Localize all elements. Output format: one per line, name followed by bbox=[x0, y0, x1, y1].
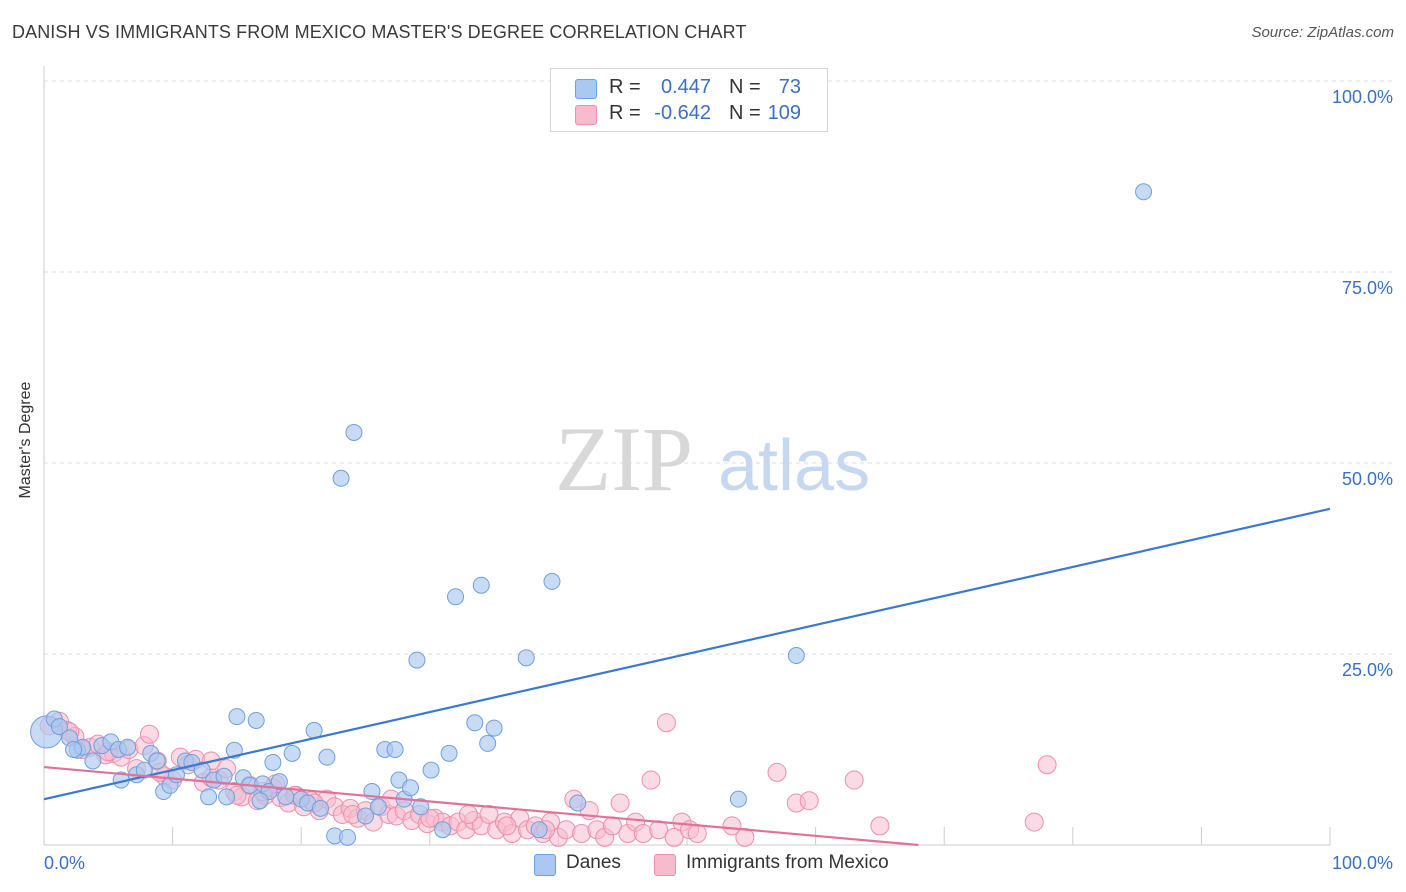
danes-point bbox=[50, 718, 68, 736]
danes-trend-line bbox=[43, 507, 1331, 801]
danes-swatch bbox=[575, 79, 597, 99]
danes-point bbox=[543, 572, 561, 590]
danes-point bbox=[65, 741, 83, 758]
danes-point bbox=[466, 714, 484, 732]
r-value: -0.642 bbox=[654, 102, 711, 124]
mexico-swatch bbox=[575, 105, 597, 125]
danes-point bbox=[479, 734, 497, 752]
danes-point bbox=[135, 761, 153, 779]
danes-point bbox=[84, 752, 102, 770]
danes-point bbox=[228, 708, 246, 726]
danes-point bbox=[338, 828, 356, 846]
chart-source: Source: ZipAtlas.com bbox=[1251, 24, 1394, 41]
mexico-point bbox=[767, 762, 787, 782]
r-value: 0.447 bbox=[660, 76, 711, 98]
mexico-point bbox=[722, 816, 742, 836]
y-axis-label-wrap: Master's Degree bbox=[14, 340, 38, 540]
mexico-point bbox=[458, 804, 478, 824]
danes-point bbox=[332, 469, 350, 487]
danes-point bbox=[440, 744, 458, 762]
danes-point bbox=[412, 798, 430, 816]
watermark: ZIP atlas bbox=[555, 408, 870, 510]
y-tick-label: 75.0% bbox=[1342, 278, 1393, 298]
mexico-point bbox=[656, 713, 676, 733]
danes-point bbox=[369, 798, 387, 816]
r-label: R = bbox=[609, 76, 641, 98]
tick-labels: 25.0% 50.0% 75.0% 100.0% 0.0% 100.0% bbox=[44, 87, 1393, 873]
n-value: 73 bbox=[778, 76, 801, 98]
danes-point bbox=[422, 761, 440, 779]
stats-row-mexico: R = -0.642 N = 109 bbox=[551, 101, 827, 127]
mexico-point bbox=[610, 793, 630, 813]
n-label: N = bbox=[729, 102, 761, 124]
y-tick-label: 25.0% bbox=[1342, 660, 1393, 680]
danes-point bbox=[434, 821, 452, 839]
mexico-point bbox=[687, 824, 707, 844]
mexico-trend-line bbox=[43, 765, 919, 847]
r-label: R = bbox=[609, 102, 641, 124]
danes-point bbox=[357, 807, 374, 825]
stats-legend: R = 0.447 N = 73 R = -0.642 N = 109 bbox=[550, 68, 828, 132]
danes-point bbox=[1135, 183, 1153, 201]
danes-point bbox=[318, 748, 336, 766]
n-value: 109 bbox=[767, 102, 801, 124]
chart-title: DANISH VS IMMIGRANTS FROM MEXICO MASTER'… bbox=[12, 22, 747, 42]
mexico-point bbox=[497, 816, 517, 836]
danes-point bbox=[283, 744, 301, 762]
danes-point bbox=[569, 794, 587, 812]
n-label: N = bbox=[729, 76, 761, 98]
mexico-legend-swatch bbox=[654, 854, 676, 876]
mexico-point bbox=[844, 770, 864, 790]
danes-legend-swatch bbox=[534, 854, 556, 876]
x-tick-label: 0.0% bbox=[44, 853, 85, 873]
mexico-legend-label: Immigrants from Mexico bbox=[686, 852, 889, 873]
y-tick-label: 50.0% bbox=[1342, 469, 1393, 489]
gridlines bbox=[44, 80, 1392, 655]
watermark-zip: ZIP bbox=[555, 408, 693, 510]
mexico-point bbox=[641, 770, 661, 790]
danes-point bbox=[447, 588, 465, 606]
danes-point bbox=[247, 711, 265, 729]
y-axis-label: Master's Degree bbox=[17, 381, 34, 499]
danes-point bbox=[148, 752, 166, 770]
mexico-point bbox=[870, 816, 890, 836]
watermark-atlas: atlas bbox=[718, 426, 870, 506]
mexico-point bbox=[649, 820, 669, 840]
danes-point bbox=[517, 649, 535, 667]
mexico-point bbox=[1024, 812, 1044, 832]
danes-point bbox=[200, 788, 218, 806]
danes-point bbox=[251, 792, 269, 810]
danes-point bbox=[345, 423, 363, 441]
stats-row-danes: R = 0.447 N = 73 bbox=[551, 75, 827, 101]
y-tick-label: 100.0% bbox=[1332, 87, 1393, 107]
danes-point bbox=[408, 651, 426, 669]
mexico-point bbox=[735, 827, 755, 847]
danes-point bbox=[472, 576, 490, 594]
danes-point bbox=[264, 753, 282, 771]
danes-point bbox=[530, 821, 548, 839]
series-danes-points bbox=[30, 183, 1153, 846]
mexico-point bbox=[799, 791, 819, 811]
danes-point bbox=[193, 761, 211, 779]
mexico-point bbox=[139, 724, 159, 744]
danes-point bbox=[485, 719, 503, 737]
trend-lines bbox=[43, 507, 1331, 847]
danes-point bbox=[402, 779, 420, 797]
mexico-point bbox=[1037, 755, 1057, 775]
danes-point bbox=[218, 788, 236, 806]
danes-legend-label: Danes bbox=[566, 852, 621, 873]
danes-point bbox=[277, 788, 295, 806]
danes-point bbox=[386, 741, 404, 758]
danes-point bbox=[270, 773, 288, 791]
danes-point bbox=[311, 799, 329, 817]
x-tick-label: 100.0% bbox=[1332, 853, 1393, 873]
danes-point bbox=[119, 738, 137, 756]
danes-point bbox=[729, 790, 747, 808]
danes-point bbox=[215, 767, 233, 785]
mexico-point bbox=[664, 827, 684, 847]
danes-point bbox=[787, 647, 805, 665]
mexico-point bbox=[479, 804, 499, 824]
